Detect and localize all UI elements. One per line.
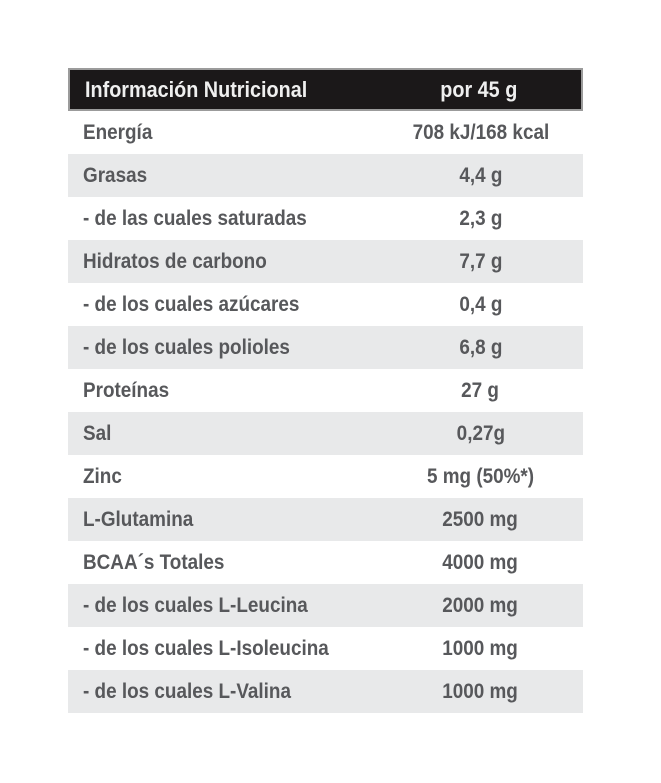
nutrient-name-cell: - de los cuales L-Isoleucina <box>68 637 378 661</box>
nutrient-name-cell: Zinc <box>68 465 378 489</box>
nutrient-name: Zinc <box>83 464 122 488</box>
nutrient-name-cell: - de los cuales L-Valina <box>68 680 378 704</box>
table-header-title-cell: Información Nutricional <box>70 77 376 103</box>
table-row: - de los cuales L-Isoleucina 1000 mg <box>68 627 583 670</box>
table-header-serving-cell: por 45 g <box>376 77 581 103</box>
nutrient-value: 0,27g <box>456 421 505 445</box>
nutrient-name-cell: - de los cuales azúcares <box>68 293 378 317</box>
nutrient-value-cell: 6,8 g <box>378 336 583 360</box>
nutrient-value: 4000 mg <box>442 550 519 574</box>
nutrient-value: 2000 mg <box>442 593 519 617</box>
nutrient-name: Sal <box>83 421 112 445</box>
nutrient-value-cell: 1000 mg <box>378 637 583 661</box>
table-header-row: Información Nutricional por 45 g <box>68 68 583 111</box>
table-row: L-Glutamina 2500 mg <box>68 498 583 541</box>
table-row: - de los cuales polioles 6,8 g <box>68 326 583 369</box>
nutrient-name: L-Glutamina <box>83 507 194 531</box>
table-row: - de los cuales L-Valina 1000 mg <box>68 670 583 713</box>
nutrient-name: - de los cuales L-Leucina <box>83 593 308 617</box>
nutrient-name: - de los cuales L-Isoleucina <box>83 636 329 660</box>
nutrient-name-cell: Sal <box>68 422 378 446</box>
nutrient-name: - de los cuales azúcares <box>83 292 300 316</box>
nutrient-name-cell: - de las cuales saturadas <box>68 207 378 231</box>
nutrient-value-cell: 27 g <box>378 379 583 403</box>
table-title: Información Nutricional <box>85 76 308 102</box>
table-row: Grasas 4,4 g <box>68 154 583 197</box>
table-row: Proteínas 27 g <box>68 369 583 412</box>
nutrient-value: 27 g <box>461 378 500 402</box>
table-row: Hidratos de carbono 7,7 g <box>68 240 583 283</box>
table-row: Sal 0,27g <box>68 412 583 455</box>
nutrient-value-cell: 4000 mg <box>378 551 583 575</box>
nutrient-value-cell: 2000 mg <box>378 594 583 618</box>
nutrient-name: - de las cuales saturadas <box>83 206 307 230</box>
nutrient-name: - de los cuales L-Valina <box>83 679 291 703</box>
nutrient-value-cell: 2500 mg <box>378 508 583 532</box>
table-body: Energía 708 kJ/168 kcal Grasas 4,4 g - d… <box>68 111 583 713</box>
nutrient-value-cell: 7,7 g <box>378 250 583 274</box>
table-row: BCAA´s Totales 4000 mg <box>68 541 583 584</box>
nutrient-value: 5 mg (50%*) <box>426 464 535 488</box>
nutrient-value-cell: 0,4 g <box>378 293 583 317</box>
nutrient-value-cell: 5 mg (50%*) <box>378 465 583 489</box>
nutrient-value: 6,8 g <box>458 335 503 359</box>
nutrient-name: Grasas <box>83 163 148 187</box>
table-row: - de los cuales azúcares 0,4 g <box>68 283 583 326</box>
nutrient-name-cell: L-Glutamina <box>68 508 378 532</box>
nutrient-value: 1000 mg <box>442 679 519 703</box>
nutrient-value: 1000 mg <box>442 636 519 660</box>
nutrient-name-cell: Grasas <box>68 164 378 188</box>
nutrient-name-cell: Energía <box>68 121 378 145</box>
serving-size-label: por 45 g <box>439 76 518 102</box>
table-row: Energía 708 kJ/168 kcal <box>68 111 583 154</box>
table-row: - de los cuales L-Leucina 2000 mg <box>68 584 583 627</box>
nutrient-name: Proteínas <box>83 378 170 402</box>
nutrient-value: 2,3 g <box>458 206 503 230</box>
nutrient-name: BCAA´s Totales <box>83 550 225 574</box>
nutrient-name: Energía <box>83 120 153 144</box>
table-row: - de las cuales saturadas 2,3 g <box>68 197 583 240</box>
nutrient-value-cell: 1000 mg <box>378 680 583 704</box>
nutrient-name-cell: - de los cuales L-Leucina <box>68 594 378 618</box>
nutrient-value-cell: 0,27g <box>378 422 583 446</box>
table-row: Zinc 5 mg (50%*) <box>68 455 583 498</box>
nutrient-value: 708 kJ/168 kcal <box>412 120 549 144</box>
nutrient-value: 7,7 g <box>458 249 503 273</box>
nutrient-value-cell: 2,3 g <box>378 207 583 231</box>
nutrient-name: Hidratos de carbono <box>83 249 267 273</box>
nutrient-value-cell: 4,4 g <box>378 164 583 188</box>
nutrient-value-cell: 708 kJ/168 kcal <box>378 121 583 145</box>
nutrient-value: 2500 mg <box>442 507 519 531</box>
nutrient-value: 0,4 g <box>458 292 503 316</box>
nutrient-name-cell: Hidratos de carbono <box>68 250 378 274</box>
nutrient-name-cell: - de los cuales polioles <box>68 336 378 360</box>
nutrient-name-cell: BCAA´s Totales <box>68 551 378 575</box>
nutrient-name: - de los cuales polioles <box>83 335 290 359</box>
nutrition-facts-table: Información Nutricional por 45 g Energía… <box>68 68 583 713</box>
nutrient-value: 4,4 g <box>458 163 503 187</box>
nutrient-name-cell: Proteínas <box>68 379 378 403</box>
